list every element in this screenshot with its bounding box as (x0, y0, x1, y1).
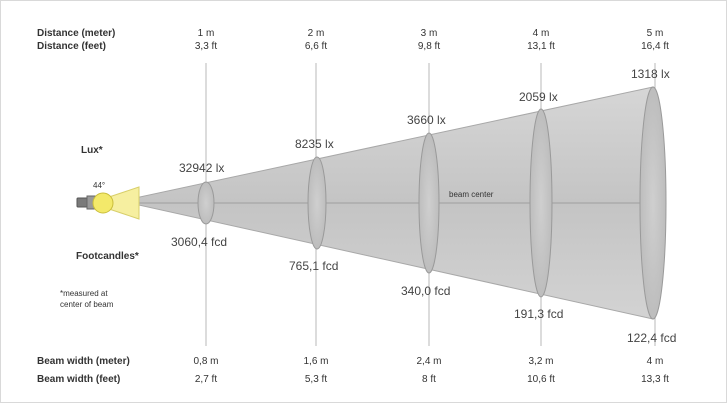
beam-width-meter-label: Beam width (meter) (37, 356, 130, 368)
lux-value-4: 2059 lx (519, 90, 558, 104)
width-ft-5: 13,3 ft (625, 374, 685, 386)
beam-center-label: beam center (449, 190, 493, 200)
distance-m-1: 1 m (176, 28, 236, 40)
fcd-value-5: 122,4 fcd (627, 331, 676, 345)
beam-width-feet-label: Beam width (feet) (37, 374, 120, 386)
footcandles-label: Footcandles* (76, 251, 139, 263)
beam-section-1 (198, 182, 214, 224)
beam-section-3 (419, 133, 439, 273)
note-line-2: center of beam (60, 300, 113, 310)
distance-m-3: 3 m (399, 28, 459, 40)
beam-section-4 (530, 109, 552, 297)
distance-ft-3: 9,8 ft (399, 41, 459, 53)
distance-m-2: 2 m (286, 28, 346, 40)
distance-ft-1: 3,3 ft (176, 41, 236, 53)
width-m-5: 4 m (625, 356, 685, 368)
beam-section-2 (308, 157, 326, 249)
width-ft-4: 10,6 ft (511, 374, 571, 386)
fcd-value-1: 3060,4 fcd (171, 235, 227, 249)
width-ft-3: 8 ft (399, 374, 459, 386)
beam-angle-label: 44° (93, 181, 105, 191)
width-m-4: 3,2 m (511, 356, 571, 368)
distance-feet-label: Distance (feet) (37, 41, 106, 53)
lux-label: Lux* (81, 145, 103, 157)
distance-meter-label: Distance (meter) (37, 28, 115, 40)
distance-ft-5: 16,4 ft (625, 41, 685, 53)
fcd-value-4: 191,3 fcd (514, 307, 563, 321)
width-m-1: 0,8 m (176, 356, 236, 368)
lux-value-5: 1318 lx (631, 67, 670, 81)
beam-section-5 (640, 87, 666, 319)
lamp-bulb (93, 193, 113, 213)
lux-value-3: 3660 lx (407, 113, 446, 127)
fcd-value-3: 340,0 fcd (401, 284, 450, 298)
fcd-value-2: 765,1 fcd (289, 259, 338, 273)
width-ft-2: 5,3 ft (286, 374, 346, 386)
width-m-2: 1,6 m (286, 356, 346, 368)
distance-ft-4: 13,1 ft (511, 41, 571, 53)
width-ft-1: 2,7 ft (176, 374, 236, 386)
distance-m-5: 5 m (625, 28, 685, 40)
lux-value-1: 32942 lx (179, 161, 224, 175)
lux-value-2: 8235 lx (295, 137, 334, 151)
width-m-3: 2,4 m (399, 356, 459, 368)
note-line-1: *measured at (60, 289, 108, 299)
distance-ft-2: 6,6 ft (286, 41, 346, 53)
distance-m-4: 4 m (511, 28, 571, 40)
